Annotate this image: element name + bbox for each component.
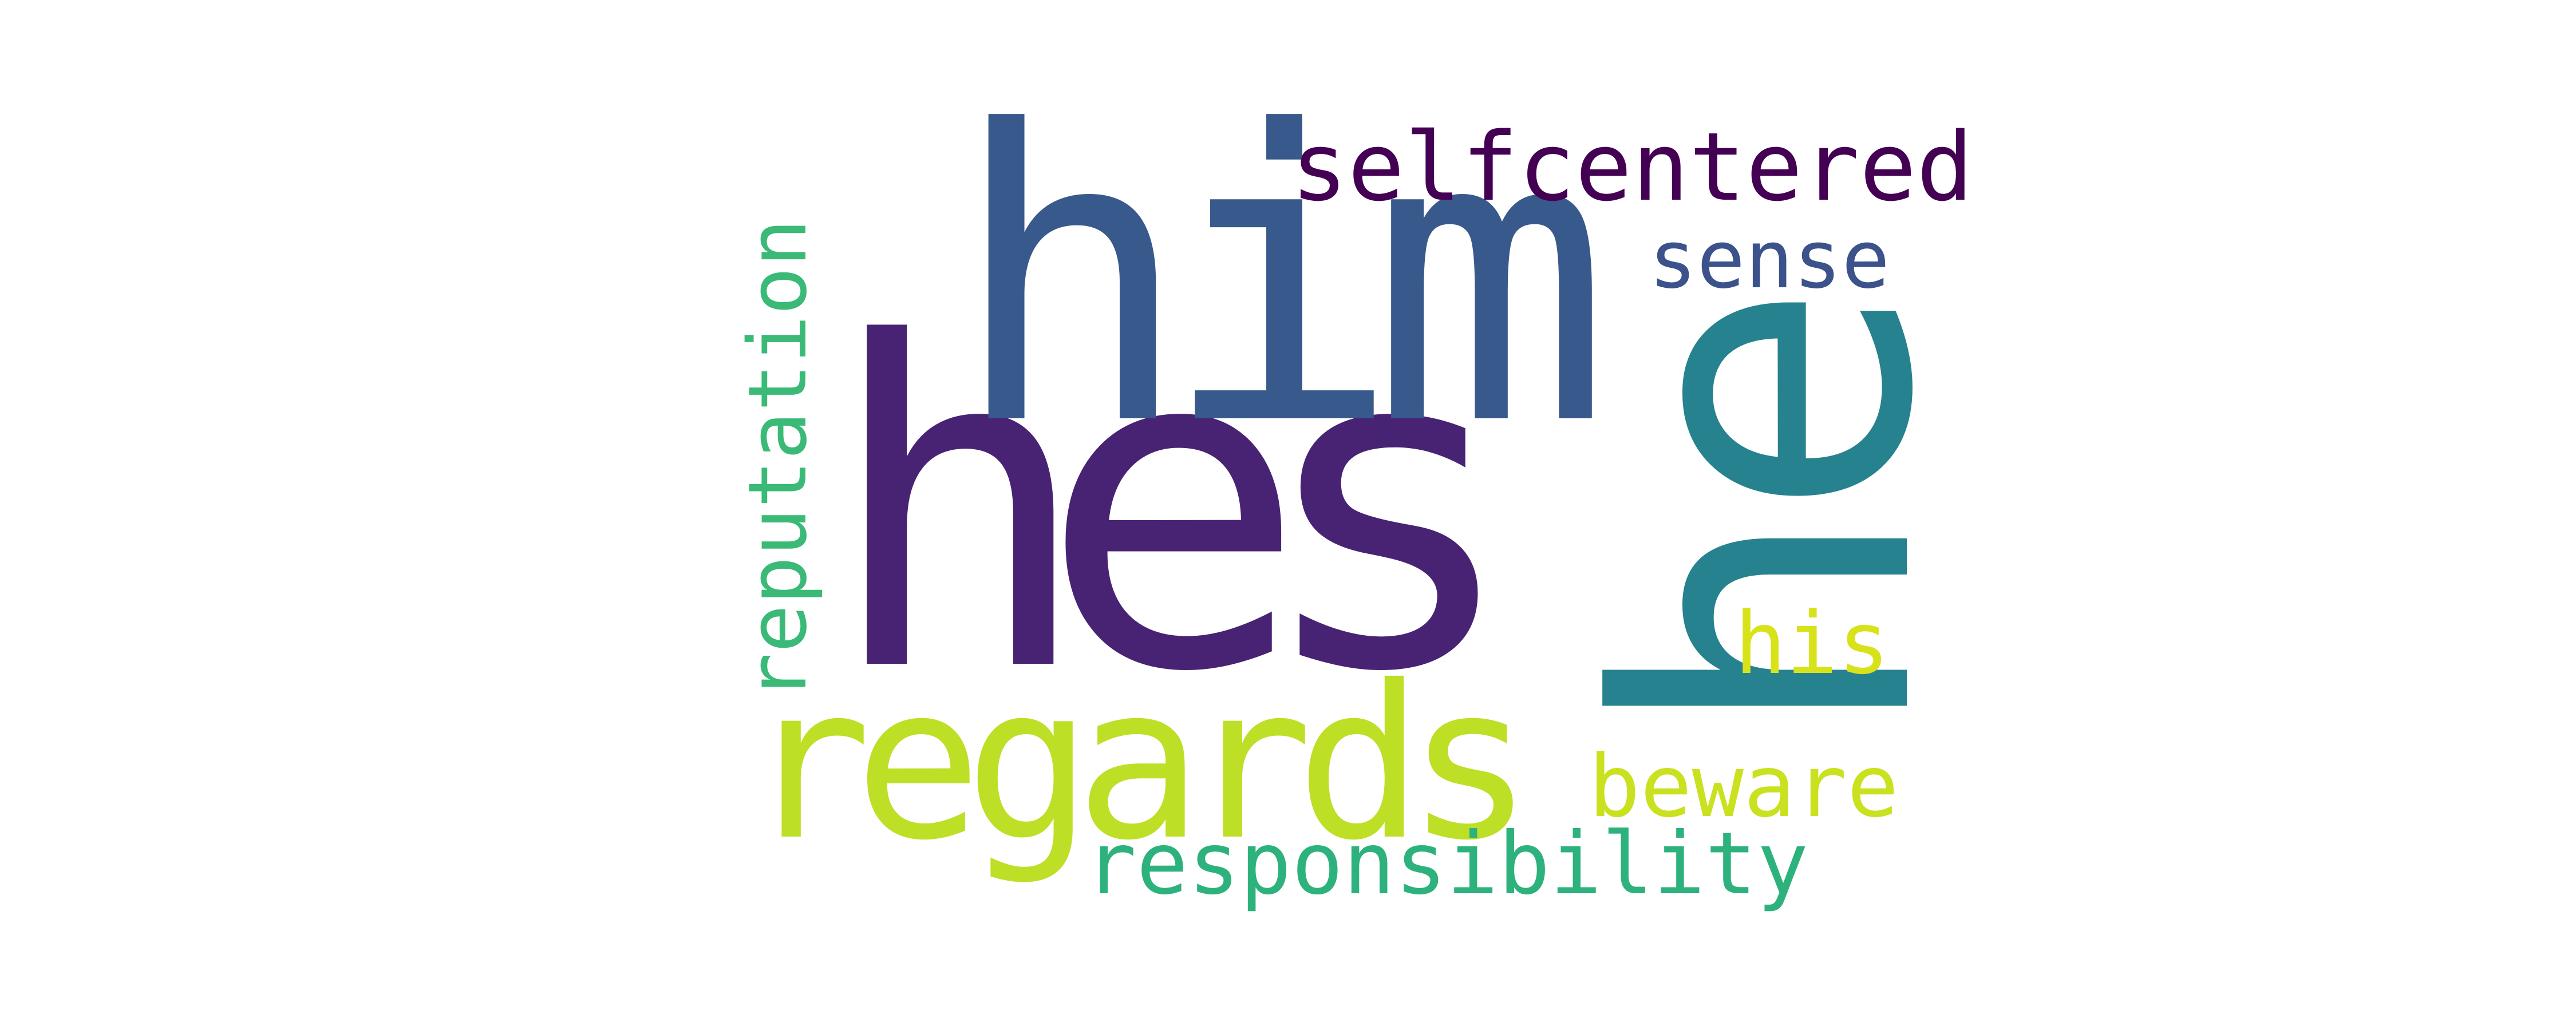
- word-selfcentered: selfcentered: [1291, 112, 1974, 222]
- word-beware: beware: [1589, 737, 1899, 837]
- word-his: his: [1735, 594, 1890, 694]
- word-hes: hes: [824, 249, 1522, 769]
- word-regards: regards: [744, 641, 1534, 887]
- word-responsibility: responsibility: [1085, 814, 1809, 914]
- word-him: him: [950, 47, 1611, 513]
- word-sense: sense: [1649, 213, 1890, 307]
- word-reputation: reputation: [732, 219, 825, 701]
